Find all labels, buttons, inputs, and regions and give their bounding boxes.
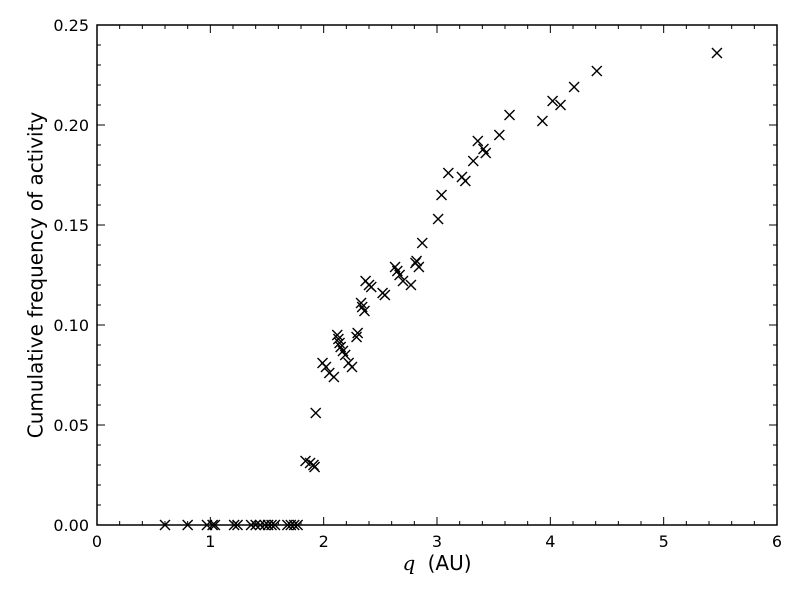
x-tick-label: 5 [659,532,669,551]
data-point [504,109,516,121]
data-point [467,155,479,167]
y-tick-label: 0.25 [53,16,89,35]
plot-area-frame [96,24,778,526]
data-point [365,281,377,293]
data-point [358,305,370,317]
data-point [405,279,417,291]
data-point [352,327,364,339]
y-axis-label: Cumulative frequency of activity [24,112,48,439]
data-point [334,337,346,349]
x-axis-label-unit: (AU) [428,551,472,575]
y-tick-label: 0.10 [53,316,89,335]
data-point [555,99,567,111]
x-tick-label: 4 [545,532,555,551]
data-point [411,255,423,267]
data-point [472,135,484,147]
data-point [432,213,444,225]
y-tick-label: 0.00 [53,516,89,535]
axis-tick-labels: 0 1 2 3 4 5 6 0.00 0.05 0.10 0.15 0.20 0.25 [53,16,782,551]
x-tick-label: 2 [319,532,329,551]
data-points [159,47,723,531]
data-point [591,65,603,77]
y-tick-label: 0.20 [53,116,89,135]
data-point [547,95,559,107]
data-point [331,329,343,341]
data-point [436,189,448,201]
data-point [442,167,454,179]
data-point [459,175,471,187]
data-point [394,269,406,281]
data-point [480,147,492,159]
data-point [397,275,409,287]
x-tick-label: 0 [92,532,102,551]
axis-ticks [96,24,778,526]
data-point [379,289,391,301]
data-point [310,407,322,419]
data-point [309,461,321,473]
data-point [413,261,425,273]
x-axis-label-symbol: q [402,551,415,575]
data-point [320,361,332,373]
data-point [332,333,344,345]
y-tick-label: 0.15 [53,216,89,235]
data-point [346,361,358,373]
data-point [416,237,428,249]
x-tick-label: 6 [772,532,782,551]
x-tick-label: 1 [205,532,215,551]
y-tick-label: 0.05 [53,416,89,435]
data-point [328,371,340,383]
x-axis-label: q (AU) [402,551,471,575]
data-point [339,349,351,361]
data-point [536,115,548,127]
data-point [493,129,505,141]
data-point [568,81,580,93]
data-point [355,297,367,309]
data-point [351,331,363,343]
data-point [711,47,723,59]
x-tick-label: 3 [432,532,442,551]
